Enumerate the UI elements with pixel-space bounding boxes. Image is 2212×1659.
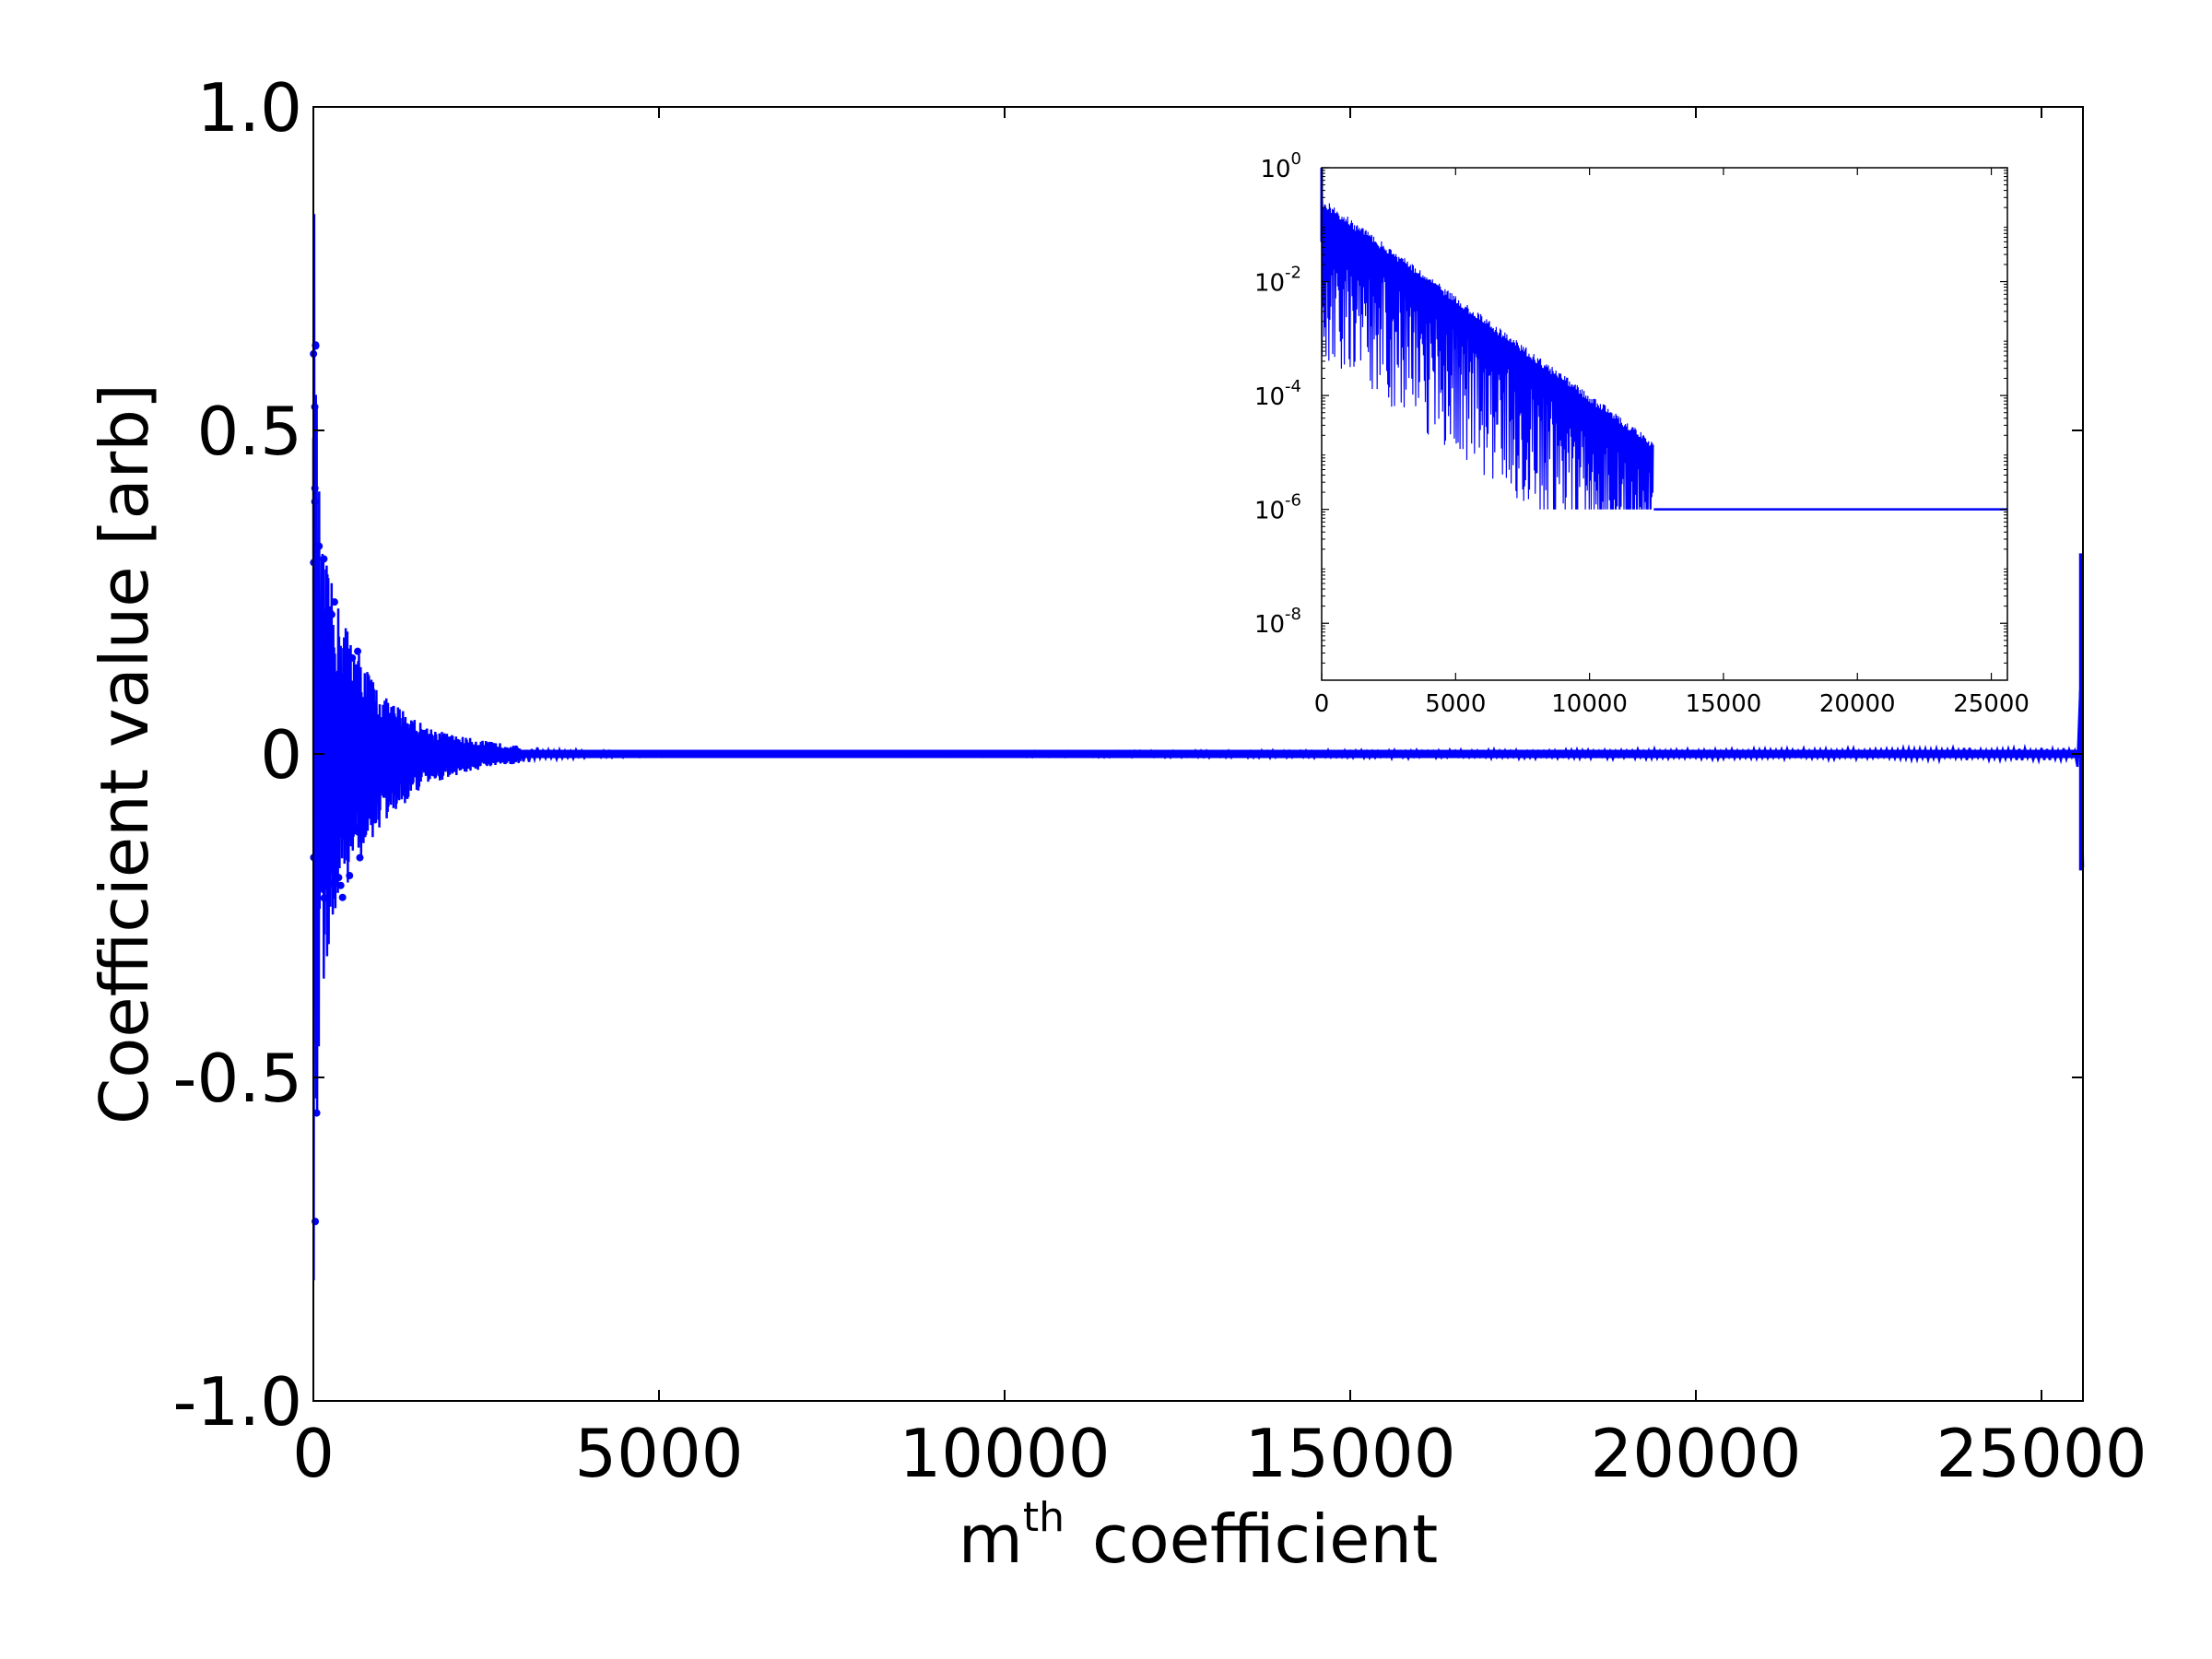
main-series-point bbox=[311, 403, 319, 411]
y-axis-title: Coefficient value [arb] bbox=[86, 383, 163, 1124]
x-axis-title-sup: th bbox=[1023, 1494, 1065, 1541]
inset-plot: 0 5000 10000 15000 20000 2500010010-210-410-6… bbox=[1254, 149, 2030, 718]
main-series-point bbox=[347, 698, 355, 706]
main-series-point bbox=[320, 894, 328, 902]
main-series-point bbox=[351, 805, 359, 813]
main-series-point bbox=[345, 813, 353, 821]
main-series-point bbox=[324, 798, 333, 806]
main-series-point bbox=[347, 735, 356, 743]
main-series-point bbox=[351, 725, 359, 734]
main-series-point bbox=[311, 484, 319, 492]
main-series-point bbox=[329, 785, 337, 794]
inset-y-tick-exponent: -4 bbox=[1285, 377, 1301, 396]
main-series-point bbox=[350, 689, 359, 698]
x-tick-label: 0 bbox=[292, 1415, 335, 1492]
main-series-point bbox=[341, 758, 349, 766]
main-series-point bbox=[329, 747, 337, 755]
main-series-point bbox=[341, 681, 349, 689]
main-series-point bbox=[356, 853, 364, 862]
main-series-point bbox=[332, 700, 340, 708]
main-series-point bbox=[330, 598, 338, 606]
inset-x-tick-label: 10000 bbox=[1551, 690, 1628, 718]
main-series-point bbox=[357, 806, 365, 814]
inset-x-tick-label: 5000 bbox=[1425, 690, 1486, 718]
main-series-point bbox=[342, 706, 350, 714]
main-series-point bbox=[321, 661, 329, 669]
inset-y-tick-exponent: -2 bbox=[1285, 264, 1301, 283]
main-series-point bbox=[311, 498, 319, 506]
main-series-point bbox=[348, 709, 357, 717]
main-series-point bbox=[354, 828, 362, 836]
inset-ticks bbox=[1321, 167, 2007, 680]
main-series-point bbox=[347, 763, 355, 771]
x-tick-label: 10000 bbox=[899, 1415, 1110, 1492]
main-series-point bbox=[346, 872, 354, 880]
x-tick-label: 15000 bbox=[1244, 1415, 1455, 1492]
main-series-point bbox=[353, 787, 361, 795]
inset-plot-frame bbox=[1321, 167, 2008, 681]
x-axis-title-m: m bbox=[959, 1500, 1023, 1578]
inset-x-tick-label: 0 bbox=[1314, 690, 1330, 718]
main-series-point bbox=[350, 823, 359, 831]
main-series-point bbox=[315, 542, 324, 550]
main-tick-labels: 0 5000 10000 15000 20000 25000 -1.0 -0.5 0 0.5 1.0 bbox=[173, 69, 2147, 1492]
main-ticks bbox=[312, 106, 2083, 1402]
inset-y-tick-exponent: 0 bbox=[1291, 149, 1301, 169]
x-tick-label: 25000 bbox=[1936, 1415, 2147, 1492]
x-tick-label: 20000 bbox=[1590, 1415, 1801, 1492]
inset-x-tick-label: 25000 bbox=[1953, 690, 2030, 718]
main-series-point bbox=[335, 874, 343, 882]
y-tick-label: 1.0 bbox=[196, 69, 302, 147]
inset-plot-background bbox=[1322, 168, 2007, 680]
main-series-point bbox=[336, 881, 345, 889]
y-tick-label: -1.0 bbox=[173, 1363, 302, 1441]
main-series-point bbox=[319, 804, 327, 812]
main-series-point bbox=[358, 817, 366, 825]
inset-x-tick-label: 15000 bbox=[1686, 690, 1762, 718]
main-plot: 0 5000 10000 15000 20000 25000 -1.0 -0.5 0 0.5 1.0 bbox=[173, 69, 2147, 1492]
y-tick-label: -0.5 bbox=[173, 1040, 302, 1117]
inset-y-tick-label: 10-4 bbox=[1254, 377, 1301, 411]
inset-series-line bbox=[1321, 197, 1654, 510]
inset-x-tick-label: 20000 bbox=[1819, 690, 1896, 718]
main-series-point bbox=[352, 720, 360, 728]
main-series-point bbox=[338, 744, 347, 752]
inset-y-tick-exponent: -8 bbox=[1285, 605, 1301, 624]
inset-y-tick-exponent: -6 bbox=[1285, 491, 1301, 511]
x-axis-title: mth coefficient bbox=[959, 1494, 1439, 1578]
main-series-point bbox=[327, 610, 335, 618]
main-series-point bbox=[338, 893, 347, 901]
main-series-point bbox=[316, 751, 324, 759]
main-series-point bbox=[324, 759, 332, 767]
main-series-point bbox=[320, 555, 328, 563]
y-tick-label: 0.5 bbox=[196, 393, 302, 470]
x-axis-title-rest: coefficient bbox=[1092, 1500, 1438, 1578]
main-series-point bbox=[358, 794, 366, 802]
main-series-point bbox=[348, 653, 357, 662]
main-series-point bbox=[335, 717, 344, 725]
main-series-point bbox=[329, 879, 337, 888]
y-tick-label: 0 bbox=[260, 716, 302, 794]
main-series-point bbox=[319, 651, 327, 659]
main-series bbox=[310, 214, 2085, 1281]
x-tick-label: 5000 bbox=[574, 1415, 743, 1492]
main-series-point bbox=[354, 647, 362, 655]
main-series-point bbox=[312, 1109, 321, 1117]
